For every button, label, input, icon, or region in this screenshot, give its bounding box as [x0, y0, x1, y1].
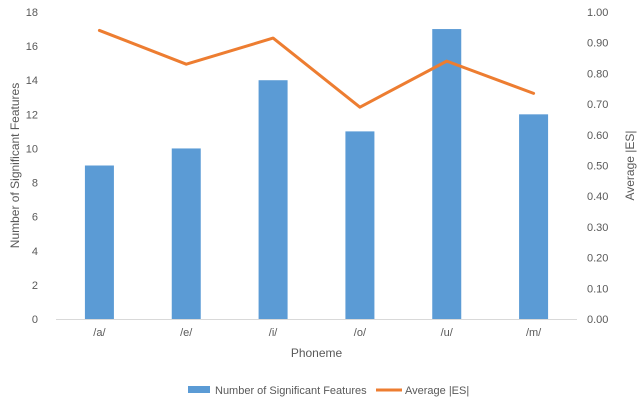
x-tick-label: /o/	[354, 327, 367, 339]
bar-4	[432, 29, 462, 320]
line-series	[97, 28, 536, 109]
x-tick-label: /i/	[269, 327, 279, 339]
y-left-tick-label: 0	[32, 314, 38, 326]
x-tick-label: /m/	[526, 327, 542, 339]
legend-swatch-bar	[188, 386, 210, 393]
y-right-tick-label: 0.00	[587, 314, 608, 326]
legend-label-bar: Number of Significant Features	[215, 385, 367, 397]
y-left-tick-label: 8	[32, 178, 38, 190]
y-right-tick-label: 0.30	[587, 222, 608, 234]
y-left-tick-label: 18	[26, 7, 38, 19]
legend-label-line: Average |ES|	[405, 385, 469, 397]
bar-3	[345, 131, 375, 319]
y-right-tick-label: 0.80	[587, 68, 608, 80]
average-es-line	[97, 28, 536, 109]
bar-2	[258, 80, 288, 319]
y-axis-left-title: Number of Significant Features	[8, 83, 22, 248]
bar-series	[84, 29, 549, 320]
bar-0	[84, 165, 114, 319]
y-right-tick-label: 0.70	[587, 99, 608, 111]
y-left-tick-label: 10	[26, 143, 38, 155]
y-right-tick-label: 0.60	[587, 130, 608, 142]
x-axis-title: Phoneme	[291, 346, 343, 360]
bar-5	[519, 114, 549, 319]
y-left-tick-label: 4	[32, 246, 38, 258]
x-axis-ticks: /a/ /e/ /i/ /o/ /u/ /m/	[93, 327, 542, 339]
y-right-tick-label: 0.20	[587, 253, 608, 265]
legend: Number of Significant Features Average |…	[188, 385, 469, 397]
bar-1	[171, 148, 201, 319]
y-right-tick-label: 0.10	[587, 283, 608, 295]
y-left-tick-label: 16	[26, 41, 38, 53]
y-left-tick-label: 2	[32, 280, 38, 292]
y-right-tick-label: 0.40	[587, 191, 608, 203]
x-tick-label: /u/	[441, 327, 454, 339]
y-left-tick-label: 12	[26, 109, 38, 121]
y-axis-left-ticks: 0 2 4 6 8 10 12 14 16 18	[26, 7, 38, 326]
x-tick-label: /e/	[180, 327, 193, 339]
x-tick-label: /a/	[93, 327, 106, 339]
y-right-tick-label: 1.00	[587, 7, 608, 19]
y-right-tick-label: 0.90	[587, 38, 608, 50]
y-left-tick-label: 6	[32, 212, 38, 224]
y-axis-right-title: Average |ES|	[623, 130, 637, 200]
y-left-tick-label: 14	[26, 75, 38, 87]
y-axis-right-ticks: 0.00 0.10 0.20 0.30 0.40 0.50 0.60 0.70 0.80 0.90…	[587, 7, 608, 326]
y-right-tick-label: 0.50	[587, 161, 608, 173]
